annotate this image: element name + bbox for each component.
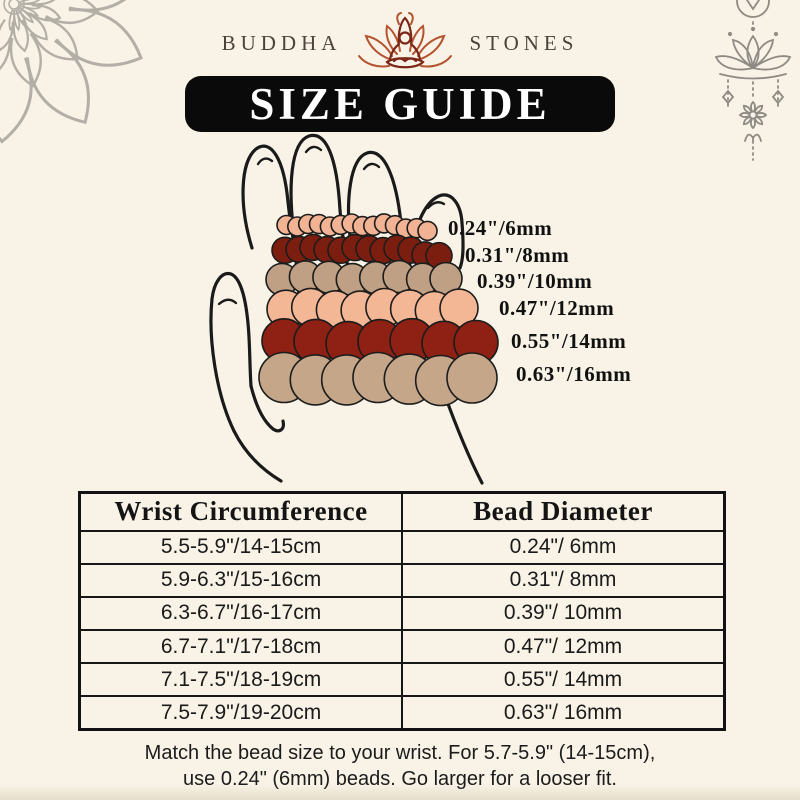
bottom-shade-band (0, 784, 800, 800)
wrist-range-cell: 5.9-6.3"/15-16cm (78, 562, 403, 598)
table-row: 5.5-5.9"/14-15cm 0.24"/ 6mm (78, 529, 726, 565)
wrist-range-cell: 7.1-7.5"/18-19cm (78, 662, 403, 698)
table-row: 6.7-7.1"/17-18cm 0.47"/ 12mm (78, 628, 726, 665)
mandala-petal (28, 4, 62, 22)
table-row: 5.9-6.3"/15-16cm 0.31"/ 8mm (78, 562, 726, 598)
bead-diameter-cell: 0.39"/ 10mm (401, 595, 726, 631)
lotus-meditation-icon (358, 12, 453, 69)
mandala-center-circle (3, 0, 25, 15)
mandala-petal (0, 57, 33, 144)
mandala-petal (31, 0, 56, 6)
mandala-center-circle (8, 0, 20, 10)
mandala-petal (31, 17, 79, 61)
banner-title: SIZE GUIDE (249, 79, 551, 129)
mandala-petal (0, 37, 12, 71)
bead-diameter-cell: 0.47"/ 12mm (401, 628, 726, 665)
bead-diameter-cell: 0.63"/ 16mm (401, 695, 726, 731)
brand-logo: BUDDHA STONES (0, 12, 800, 74)
star-petal (750, 100, 756, 113)
footnote-line1: Match the bead size to your wrist. For 5… (144, 742, 656, 764)
bead-size-label: 0.31"/8mm (465, 243, 570, 267)
star-flower-icon (738, 100, 768, 130)
bracelet-bead-rows (258, 213, 499, 407)
star-petal (750, 117, 756, 130)
header-wrist-circumference: Wrist Circumference (78, 491, 403, 532)
mandala-petal (12, 19, 30, 53)
star-petal (754, 116, 764, 126)
header-bead-diameter: Bead Diameter (401, 491, 726, 532)
table-row: 7.5-7.9"/19-20cm 0.63"/ 16mm (78, 695, 726, 731)
table-row: 6.3-6.7"/16-17cm 0.39"/ 10mm (78, 595, 726, 631)
mandala-petal (45, 0, 100, 24)
size-table: Wrist Circumference Bead Diameter 5.5-5.9… (78, 491, 726, 731)
wrist-range-cell: 6.7-7.1"/17-18cm (78, 628, 403, 665)
bead-size-label: 0.63"/16mm (516, 362, 632, 386)
star-petal (738, 112, 751, 118)
bead-diameter-cell: 0.24"/ 6mm (401, 529, 726, 565)
ornament-leaves (744, 133, 762, 161)
table-row: 7.1-7.5"/18-19cm 0.55"/ 14mm (78, 662, 726, 698)
footnote-line2: use 0.24" (6mm) beads. Go larger for a l… (183, 768, 617, 790)
wrist-range-cell: 6.3-6.7"/16-17cm (78, 595, 403, 631)
mandala-petal (25, 39, 90, 125)
mandala-petal (68, 0, 127, 12)
mandala-petal (54, 8, 143, 67)
bead (446, 352, 498, 404)
star-petal (742, 104, 752, 114)
mandala-petal (8, 9, 15, 32)
brand-word-right: STONES (469, 30, 579, 55)
mandala-corner-decoration (0, 0, 143, 144)
mandala-petal (9, 32, 42, 88)
wrist-range-cell: 5.5-5.9"/14-15cm (78, 529, 403, 565)
bead-diameter-cell: 0.31"/ 8mm (401, 562, 726, 598)
bead (417, 220, 438, 242)
mandala-petal (21, 13, 48, 41)
bead-size-label: 0.39"/10mm (477, 269, 593, 293)
ornament-dangles (721, 79, 785, 111)
size-guide-banner: SIZE GUIDE (185, 76, 615, 132)
bead-size-label: 0.55"/14mm (511, 329, 627, 353)
bead-size-label: 0.47"/12mm (499, 296, 615, 320)
bead-size-label: 0.24"/6mm (448, 216, 553, 240)
lotus-flower-icon (714, 26, 792, 80)
wrist-range-cell: 7.5-7.9"/19-20cm (78, 695, 403, 731)
star-petal (742, 116, 752, 126)
star-petal (754, 104, 764, 114)
hand-with-bracelets-illustration (209, 133, 499, 485)
footnote: Match the bead size to your wrist. For 5… (0, 740, 800, 792)
star-petal (755, 112, 768, 118)
table-header-row: Wrist Circumference Bead Diameter (78, 491, 726, 532)
lotus-hanging-ornament (714, 0, 792, 161)
mandala-petal (0, 18, 14, 52)
brand-word-left: BUDDHA (221, 30, 342, 55)
bead-diameter-cell: 0.55"/ 14mm (401, 662, 726, 698)
